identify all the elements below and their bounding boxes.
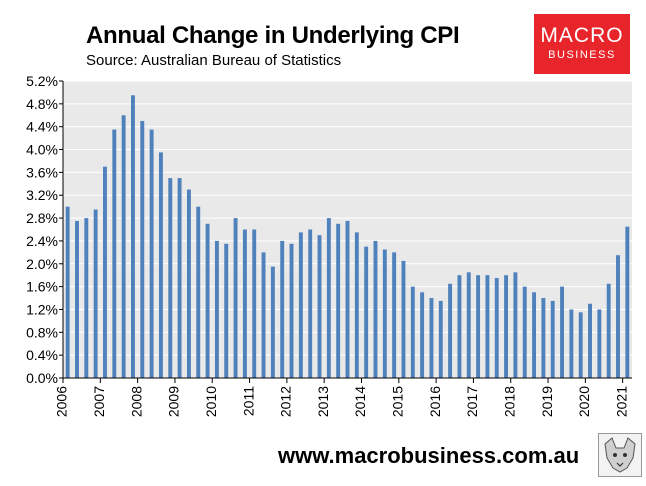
bar [168,178,173,378]
bar [233,218,238,378]
x-tick-label: 2006 [54,386,70,417]
bar [466,272,471,378]
bar [522,286,527,378]
x-tick-label: 2015 [390,386,406,417]
bar [121,115,126,379]
y-tick-label: 1.2% [26,301,58,317]
bar [177,178,182,378]
y-tick-label: 0.4% [26,347,58,363]
bar [242,229,247,378]
bar [597,309,602,378]
bar [261,252,266,378]
x-tick-label: 2020 [576,386,592,417]
bar [308,229,313,378]
x-tick-label: 2007 [91,386,107,417]
bar [93,209,98,378]
bar [438,300,443,378]
y-tick-label: 2.4% [26,233,58,249]
bar [476,275,481,378]
bar [252,229,257,378]
bar [205,223,210,378]
bar [186,189,191,378]
bar [448,283,453,378]
y-tick-label: 2.8% [26,210,58,226]
bar [606,283,611,378]
bar [298,232,303,378]
bar [532,292,537,378]
bar [457,275,462,378]
bar [494,278,499,378]
x-tick-label: 2018 [501,386,517,417]
bar [578,312,583,378]
bar [196,206,201,378]
bar [550,300,555,378]
bar [84,218,89,378]
y-tick-label: 3.6% [26,164,58,180]
bar [364,246,369,378]
logo-line-2: BUSINESS [548,49,616,61]
wolf-logo-icon [598,433,642,477]
bar [541,298,546,378]
bar [588,303,592,378]
bar [504,275,509,378]
bar [131,95,135,379]
bar [270,266,275,378]
bar [336,223,341,378]
bar [214,240,219,378]
bar [224,243,229,378]
bar [513,272,518,378]
bar [75,220,79,378]
macrobusiness-logo: MACRO BUSINESS [534,14,630,74]
bar [401,260,406,378]
bar [569,309,574,378]
x-tick-label: 2011 [240,386,256,416]
bar [420,292,425,378]
bar [65,206,70,378]
chart-title: Annual Change in Underlying CPI [86,22,460,49]
chart-subtitle: Source: Australian Bureau of Statistics [86,52,342,69]
x-tick-label: 2013 [315,386,331,417]
website-url[interactable]: www.macrobusiness.com.au [278,443,580,468]
bar [625,226,630,378]
bar [485,275,490,378]
bar [373,240,378,378]
y-tick-label: 4.0% [26,142,58,158]
y-tick-label: 4.4% [26,119,58,135]
x-tick-label: 2008 [128,386,144,417]
x-tick-label: 2012 [278,386,294,417]
y-tick-label: 3.2% [26,187,58,203]
x-tick-label: 2010 [203,386,219,417]
x-tick-label: 2021 [613,386,629,417]
bar [382,249,387,378]
bar [616,255,620,378]
y-tick-label: 5.2% [26,73,58,89]
x-tick-label: 2016 [427,386,443,417]
bar [289,243,294,378]
y-tick-label: 0.0% [26,370,58,386]
bar [410,286,415,378]
bar [280,240,285,378]
y-tick-label: 1.6% [26,279,58,295]
y-tick-label: 2.0% [26,256,58,272]
bar [140,120,145,378]
bar [112,129,117,378]
bar [158,152,163,378]
bar [317,235,322,378]
bar [354,232,359,378]
y-tick-label: 0.8% [26,324,58,340]
bar [429,298,434,378]
bar [149,129,154,378]
bar [326,218,331,378]
y-tick-label: 4.8% [26,96,58,112]
x-tick-label: 2019 [539,386,555,417]
bar [103,166,107,378]
x-tick-label: 2014 [352,386,368,417]
logo-line-1: MACRO [540,24,624,47]
bar [392,252,397,378]
x-tick-label: 2017 [464,386,480,417]
bar [345,220,350,378]
bar [560,286,564,378]
x-tick-label: 2009 [166,386,182,417]
